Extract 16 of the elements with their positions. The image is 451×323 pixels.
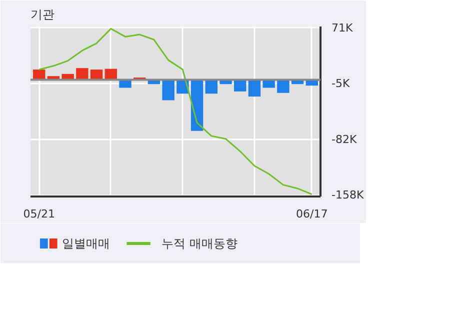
- bar: [248, 80, 261, 97]
- y-tick-label: -158K: [332, 188, 364, 202]
- bar: [90, 70, 103, 80]
- bar: [277, 80, 290, 93]
- x-tick-label: 06/17: [296, 208, 328, 220]
- y-tick-label: 71K: [332, 21, 354, 34]
- chart-title: 기관: [30, 8, 54, 22]
- bar: [104, 68, 117, 80]
- x-tick-label: 05/21: [23, 208, 55, 220]
- bar: [162, 80, 174, 100]
- legend-label: 일별매매: [62, 236, 110, 250]
- legend-label: 누적 매매동향: [161, 236, 238, 250]
- y-tick-label: -5K: [332, 76, 350, 90]
- y-tick-label: -82K: [332, 133, 358, 146]
- bar: [33, 70, 46, 80]
- bar: [76, 68, 88, 80]
